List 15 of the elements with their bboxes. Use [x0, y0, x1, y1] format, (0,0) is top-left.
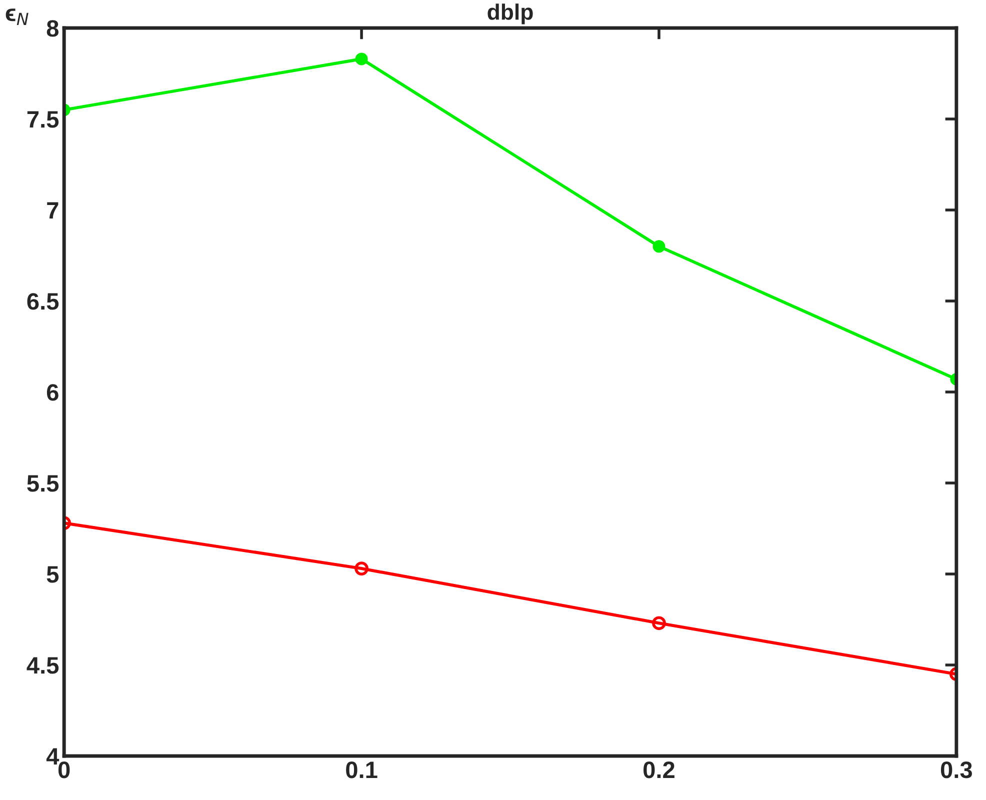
- y-tick-label: 7: [47, 202, 58, 219]
- x-tick-label: 0.1: [346, 761, 378, 778]
- x-tick-label: 0.2: [644, 761, 674, 778]
- y-tick-label: 4: [46, 748, 60, 765]
- y-tick-label: 6.5: [27, 293, 59, 310]
- y-tick-label: 6: [46, 384, 58, 401]
- y-tick-label: 8: [46, 20, 59, 37]
- y-tick-label: 7.5: [27, 111, 59, 128]
- y-axis-title: ϵ$_{N}$: [6, 8, 28, 25]
- x-tick-label: 0: [58, 761, 70, 778]
- y-tick-label: 4.5: [26, 657, 59, 674]
- chart-title: dblp: [488, 4, 533, 24]
- y-tick-label: 5.5: [27, 475, 59, 492]
- y-tick-label: 5: [46, 566, 59, 583]
- x-tick-label: 0.3: [940, 761, 972, 778]
